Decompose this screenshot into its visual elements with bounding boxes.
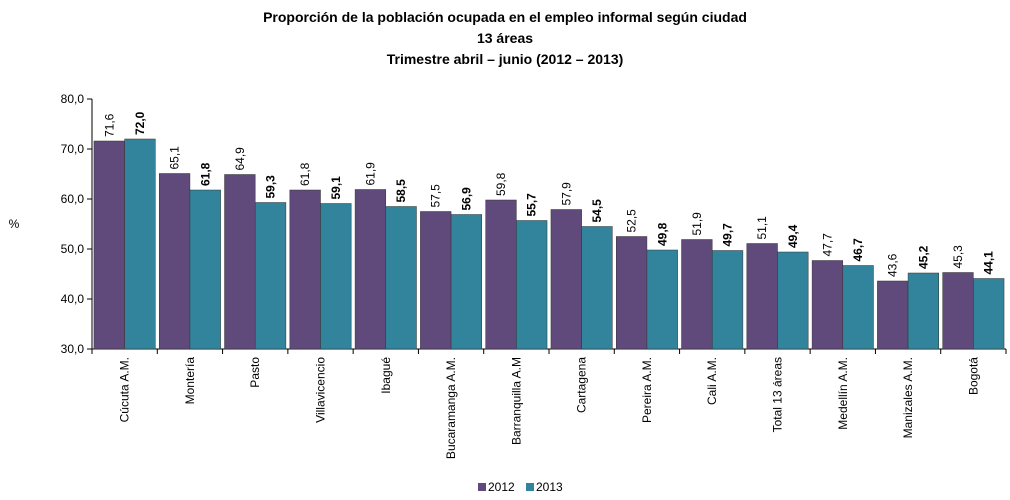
bar (746, 243, 778, 350)
bar (254, 202, 287, 350)
data-label: 57,5 (429, 184, 443, 208)
y-tick-label: 60,0 (61, 192, 85, 206)
bar (811, 260, 844, 350)
y-tick-label: 70,0 (61, 142, 85, 156)
x-tick-label: Bucaramanga A.M. (444, 357, 458, 459)
x-tick-label: Bogotá (966, 357, 980, 395)
data-label: 45,2 (916, 245, 930, 269)
legend-label: 2012 (488, 480, 515, 494)
data-label: 44,1 (982, 251, 996, 275)
legend-swatch (478, 483, 486, 491)
bar (289, 189, 321, 350)
bar (124, 138, 156, 350)
data-label: 49,8 (655, 222, 669, 246)
legend-swatch (526, 483, 534, 491)
data-label: 65,1 (168, 146, 182, 170)
bar (485, 199, 517, 350)
bar (354, 189, 387, 350)
data-label: 51,1 (755, 216, 769, 240)
bar (842, 265, 874, 350)
x-tick-label: Cali A.M. (705, 357, 719, 405)
data-label: 64,9 (233, 147, 247, 171)
y-tick-label: 50,0 (61, 242, 85, 256)
bar (777, 251, 809, 350)
x-tick-label: Villavicencio (314, 357, 328, 423)
data-label: 71,6 (102, 113, 116, 137)
bar (385, 206, 417, 350)
bar (550, 209, 582, 350)
x-tick-label: Montería (183, 357, 197, 405)
data-label: 43,6 (886, 253, 900, 277)
bar (581, 226, 613, 350)
x-tick-label: Total 13 áreas (771, 357, 785, 432)
bar (93, 140, 125, 350)
legend-label: 2013 (536, 480, 563, 494)
x-tick-label: Barranquilla A.M (509, 357, 523, 445)
bar (942, 272, 974, 350)
data-label: 59,1 (329, 176, 343, 200)
chart-title: 13 áreas (477, 30, 533, 46)
x-tick-label: Medellín A.M. (836, 357, 850, 430)
bar (877, 280, 909, 350)
bar (320, 203, 352, 350)
bar (450, 214, 483, 350)
bar (681, 239, 713, 350)
data-label: 58,5 (394, 179, 408, 203)
data-label: 61,8 (298, 162, 312, 186)
bar (189, 189, 221, 350)
data-label: 47,7 (820, 233, 834, 257)
x-tick-label: Pasto (248, 357, 262, 388)
bar (420, 211, 452, 350)
data-label: 59,3 (264, 175, 278, 199)
data-label: 49,7 (721, 223, 735, 247)
data-label: 52,5 (625, 209, 639, 233)
data-label: 55,7 (525, 193, 539, 217)
data-label: 45,3 (951, 245, 965, 269)
y-tick-label: 30,0 (61, 342, 85, 356)
data-label: 54,5 (590, 199, 604, 223)
x-tick-label: Cartagena (575, 357, 589, 413)
bar (646, 249, 678, 350)
data-label: 51,9 (690, 212, 704, 236)
data-label: 46,7 (851, 238, 865, 262)
y-tick-label: 40,0 (61, 292, 85, 306)
y-tick-label: 80,0 (61, 92, 85, 106)
data-label: 56,9 (459, 187, 473, 211)
data-label: 72,0 (133, 111, 147, 135)
bar (711, 250, 744, 350)
data-label: 59,8 (494, 172, 508, 196)
y-axis-label: % (9, 217, 20, 231)
bar (615, 236, 648, 350)
bar (224, 174, 256, 350)
bar (907, 272, 940, 350)
x-tick-label: Manizales A.M. (901, 357, 915, 438)
bar (158, 173, 191, 350)
data-label: 61,8 (198, 162, 212, 186)
x-tick-label: Pereira A.M. (640, 357, 654, 423)
bar (973, 278, 1005, 350)
data-label: 57,9 (559, 182, 573, 206)
x-tick-label: Cúcuta A.M. (118, 357, 132, 422)
data-label: 61,9 (363, 162, 377, 186)
x-tick-label: Ibagué (379, 357, 393, 394)
chart-title: Proporción de la población ocupada en el… (263, 9, 747, 25)
data-label: 49,4 (786, 224, 800, 248)
chart-title: Trimestre abril – junio (2012 – 2013) (387, 51, 624, 67)
bar (516, 220, 548, 350)
